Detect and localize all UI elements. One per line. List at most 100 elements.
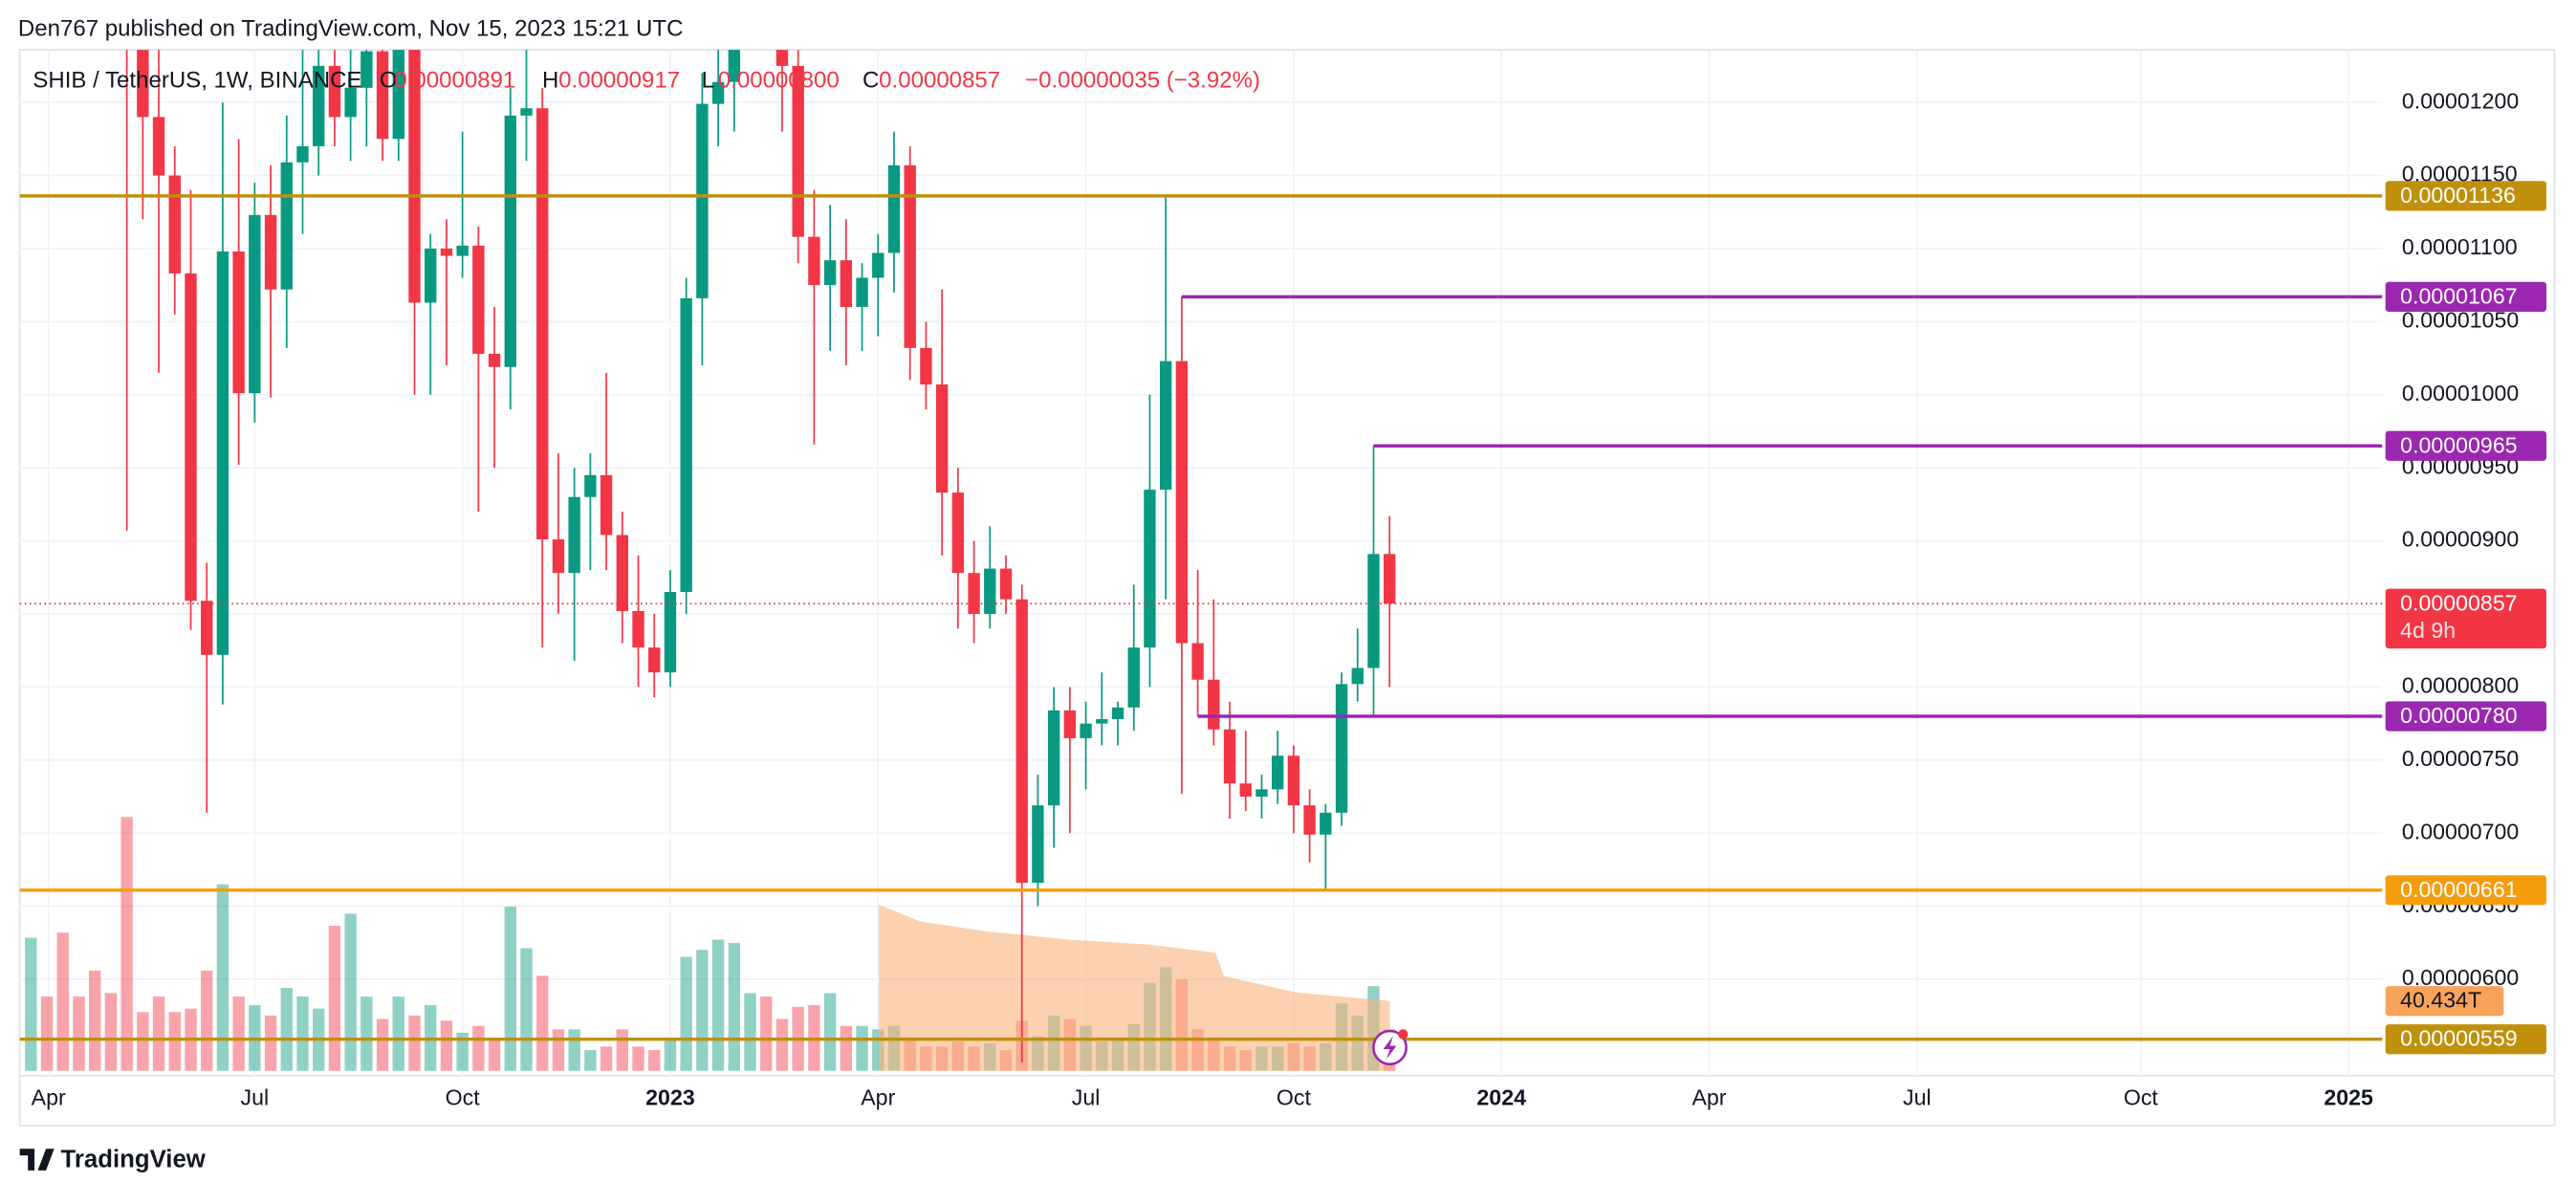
candle-body bbox=[504, 115, 516, 367]
last-price-label: 0.00000857 bbox=[2400, 590, 2517, 615]
candle-body bbox=[264, 214, 277, 290]
volume-bar bbox=[264, 1015, 277, 1071]
volume-bar bbox=[760, 996, 773, 1071]
candle-body bbox=[840, 260, 853, 308]
candle-body bbox=[536, 108, 549, 540]
y-tick-label: 0.00000600 bbox=[2402, 965, 2519, 990]
y-tick-label: 0.00001000 bbox=[2402, 381, 2519, 405]
brand: TradingView bbox=[19, 1146, 207, 1172]
volume-bar bbox=[232, 996, 245, 1071]
volume-bar bbox=[664, 1038, 677, 1071]
level-label: 0.00000559 bbox=[2400, 1026, 2517, 1051]
y-tick-label: 0.00000800 bbox=[2402, 672, 2519, 697]
volume-bar bbox=[40, 996, 54, 1071]
volume-bar bbox=[456, 1032, 469, 1071]
candle-body bbox=[425, 248, 437, 303]
candle-body bbox=[1271, 755, 1284, 790]
volume-bar bbox=[632, 1046, 644, 1071]
level-label-box bbox=[2385, 875, 2547, 906]
volume-bar bbox=[856, 1025, 868, 1071]
candle-body bbox=[152, 117, 165, 176]
candle-body bbox=[1191, 643, 1204, 680]
x-tick-label: Apr bbox=[32, 1084, 66, 1109]
candle-body bbox=[456, 245, 469, 256]
volume-bar bbox=[536, 975, 549, 1071]
volume-bar bbox=[600, 1046, 613, 1071]
level-label-box bbox=[2385, 430, 2547, 461]
candle-body bbox=[584, 474, 597, 497]
volume-label-box bbox=[2385, 986, 2504, 1017]
legend: SHIB / TetherUS, 1W, BINANCE O0.00000891… bbox=[33, 67, 1260, 93]
candle-body bbox=[951, 492, 965, 574]
volume-bar bbox=[696, 950, 709, 1071]
candle-body bbox=[984, 568, 996, 614]
candle-body bbox=[185, 273, 197, 602]
candle-body bbox=[1208, 679, 1220, 730]
candle-body bbox=[137, 50, 149, 118]
y-tick-label: 0.00000750 bbox=[2402, 746, 2519, 771]
level-label: 0.00001136 bbox=[2400, 183, 2516, 208]
volume-bar bbox=[520, 948, 533, 1071]
level-label-box bbox=[2385, 181, 2547, 211]
x-tick-label: 2023 bbox=[645, 1084, 695, 1109]
last-price-box bbox=[2385, 588, 2547, 649]
level-label-box bbox=[2385, 281, 2547, 312]
candle-body bbox=[968, 573, 980, 614]
x-tick-label: Apr bbox=[861, 1084, 895, 1109]
volume-bar bbox=[408, 1015, 421, 1071]
candle-body bbox=[920, 347, 932, 385]
volume-bar bbox=[488, 1038, 501, 1071]
candle-body bbox=[360, 51, 373, 88]
candle-body bbox=[1384, 554, 1396, 604]
candle-body bbox=[856, 277, 868, 308]
candle-body bbox=[600, 474, 613, 536]
candle-body bbox=[872, 252, 884, 278]
volume-bar bbox=[775, 1018, 789, 1071]
candle-body bbox=[1047, 710, 1060, 806]
candle-body bbox=[823, 260, 837, 286]
overlay: 0.000006000.000006500.000007000.00000750… bbox=[19, 88, 2547, 1109]
y-tick-label: 0.00000900 bbox=[2402, 527, 2519, 552]
candle-body bbox=[520, 108, 533, 116]
volume-bar bbox=[584, 1050, 597, 1071]
candle-body bbox=[1063, 710, 1077, 738]
candle-body bbox=[1111, 707, 1124, 720]
level-label-box bbox=[2385, 1024, 2547, 1055]
ohlc-key: O bbox=[380, 67, 398, 93]
candle-body bbox=[344, 87, 357, 118]
level-label: 0.00000780 bbox=[2400, 703, 2517, 728]
ohlc-value: 0.00000857 bbox=[879, 67, 1000, 93]
x-tick-label: Jul bbox=[241, 1084, 270, 1109]
y-tick-label: 0.00000700 bbox=[2402, 819, 2519, 843]
candle-body bbox=[1367, 554, 1380, 668]
volume-label: 40.434T bbox=[2400, 988, 2481, 1013]
candle-body bbox=[711, 81, 725, 104]
volume-profile bbox=[879, 905, 1390, 1071]
candle-body bbox=[296, 145, 309, 163]
candle-body bbox=[280, 162, 293, 290]
level-label: 0.00001067 bbox=[2400, 283, 2517, 308]
candle-body bbox=[1080, 723, 1092, 738]
x-tick-label: Apr bbox=[1692, 1084, 1726, 1109]
candle-body bbox=[1303, 805, 1316, 835]
candle-body bbox=[1255, 789, 1268, 798]
brand-name: TradingView bbox=[61, 1146, 207, 1172]
candle-body bbox=[648, 647, 661, 673]
volume-bar bbox=[472, 1025, 485, 1071]
candle-body bbox=[488, 353, 501, 367]
candle-body bbox=[1096, 719, 1108, 724]
y-tick-label: 0.00001200 bbox=[2402, 88, 2519, 113]
volume-bar bbox=[73, 996, 85, 1071]
candle-body bbox=[392, 50, 404, 140]
volume-bar bbox=[168, 1012, 181, 1071]
ohlc-value: 0.00000891 bbox=[394, 67, 515, 93]
candle-body bbox=[728, 50, 741, 82]
candle-body bbox=[249, 214, 261, 394]
x-tick-label: Jul bbox=[1903, 1084, 1932, 1109]
volume-bar bbox=[504, 907, 516, 1071]
candle-body bbox=[1159, 361, 1172, 491]
volume-bar bbox=[823, 993, 837, 1071]
volume-bar bbox=[152, 996, 165, 1071]
candle-body bbox=[376, 51, 389, 140]
candle-body bbox=[201, 601, 213, 655]
